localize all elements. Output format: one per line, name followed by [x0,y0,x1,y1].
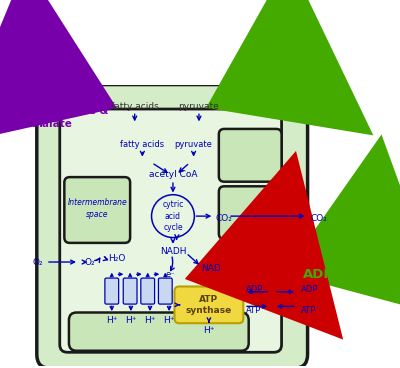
Text: ADP: ADP [301,285,318,294]
Text: ATP: ATP [301,306,316,315]
FancyBboxPatch shape [141,278,154,304]
FancyBboxPatch shape [37,85,308,368]
Text: pyruvate: pyruvate [260,91,327,104]
Text: H⁺: H⁺ [144,316,156,325]
Text: O₂: O₂ [84,258,95,266]
Text: CO₂: CO₂ [215,214,232,223]
Text: CO₂: CO₂ [311,214,328,223]
FancyBboxPatch shape [105,278,119,304]
Text: acetate
propionate &
malate: acetate propionate & malate [31,94,108,128]
FancyBboxPatch shape [60,109,282,352]
FancyBboxPatch shape [219,244,282,297]
Text: fatty acids: fatty acids [111,102,158,111]
Text: NAD: NAD [201,264,221,273]
Text: ADP: ADP [302,268,334,281]
Text: Intermembrane
space: Intermembrane space [67,198,127,219]
Text: fatty acids: fatty acids [120,139,164,149]
Text: pyruvate: pyruvate [175,139,212,149]
FancyBboxPatch shape [219,129,282,182]
Text: H⁺: H⁺ [203,326,215,335]
Text: e⁻: e⁻ [166,270,176,279]
Text: NADH: NADH [160,247,186,256]
Text: ATP
synthase: ATP synthase [186,295,232,315]
Text: pyruvate: pyruvate [178,102,219,111]
Text: cytric
acid
cycle: cytric acid cycle [162,200,184,233]
Text: H⁺: H⁺ [163,316,175,325]
FancyBboxPatch shape [69,312,249,351]
Text: ATP: ATP [246,306,261,315]
Text: ADP: ADP [246,285,263,294]
Text: acetyl CoA: acetyl CoA [149,170,197,179]
FancyBboxPatch shape [123,278,137,304]
Text: O₂: O₂ [32,258,43,266]
FancyBboxPatch shape [219,186,282,239]
FancyBboxPatch shape [158,278,172,304]
FancyBboxPatch shape [174,287,243,323]
Text: H₂O: H₂O [108,254,125,263]
Text: H⁺: H⁺ [106,316,118,325]
Text: H⁺: H⁺ [125,316,137,325]
Text: rotenone: rotenone [222,264,282,277]
FancyBboxPatch shape [64,177,130,243]
